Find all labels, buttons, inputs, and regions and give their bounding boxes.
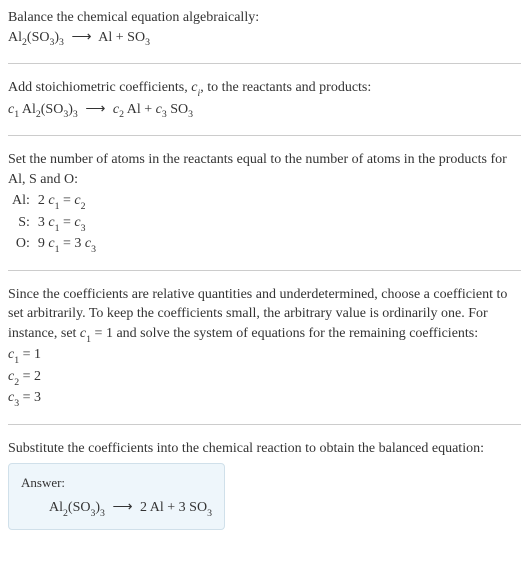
step4-section: Substitute the coefficients into the che… [8, 439, 521, 530]
step1-text: Add stoichiometric coefficients, ci, to … [8, 78, 521, 100]
table-row: O: 9 c1 = 3 c3 [8, 234, 100, 256]
equation-cell: 9 c1 = 3 c3 [34, 234, 100, 256]
answer-box: Answer: Al2(SO3)3 ⟶ 2 Al + 3 SO3 [8, 463, 225, 531]
intro-line1: Balance the chemical equation algebraica… [8, 8, 521, 28]
table-row: S: 3 c1 = c3 [8, 213, 100, 235]
solution-line: c3 = 3 [8, 388, 521, 410]
element-label: Al: [8, 191, 34, 213]
solution-line: c1 = 1 [8, 345, 521, 367]
answer-label: Answer: [21, 474, 212, 492]
arrow-icon: ⟶ [67, 30, 95, 45]
solution-line: c2 = 2 [8, 367, 521, 389]
atom-equations-table: Al: 2 c1 = c2 S: 3 c1 = c3 O: 9 c1 = 3 c… [8, 191, 100, 256]
element-label: S: [8, 213, 34, 235]
answer-equation: Al2(SO3)3 ⟶ 2 Al + 3 SO3 [21, 498, 212, 520]
product-formula: Al + SO3 [98, 30, 150, 45]
divider [8, 424, 521, 425]
divider [8, 135, 521, 136]
step3-text: Since the coefficients are relative quan… [8, 285, 521, 346]
reactant-formula: Al2(SO3)3 [8, 30, 64, 45]
step3-section: Since the coefficients are relative quan… [8, 285, 521, 410]
equation-cell: 3 c1 = c3 [34, 213, 100, 235]
intro-reaction: Al2(SO3)3 ⟶ Al + SO3 [8, 28, 521, 50]
step1-section: Add stoichiometric coefficients, ci, to … [8, 78, 521, 121]
divider [8, 63, 521, 64]
step1-reaction: c1 Al2(SO3)3 ⟶ c2 Al + c3 SO3 [8, 100, 521, 122]
intro-section: Balance the chemical equation algebraica… [8, 8, 521, 49]
divider [8, 270, 521, 271]
step2-text: Set the number of atoms in the reactants… [8, 150, 521, 189]
arrow-icon: ⟶ [81, 102, 109, 117]
arrow-icon: ⟶ [108, 500, 136, 515]
equation-cell: 2 c1 = c2 [34, 191, 100, 213]
table-row: Al: 2 c1 = c2 [8, 191, 100, 213]
element-label: O: [8, 234, 34, 256]
step2-section: Set the number of atoms in the reactants… [8, 150, 521, 256]
step4-text: Substitute the coefficients into the che… [8, 439, 521, 459]
